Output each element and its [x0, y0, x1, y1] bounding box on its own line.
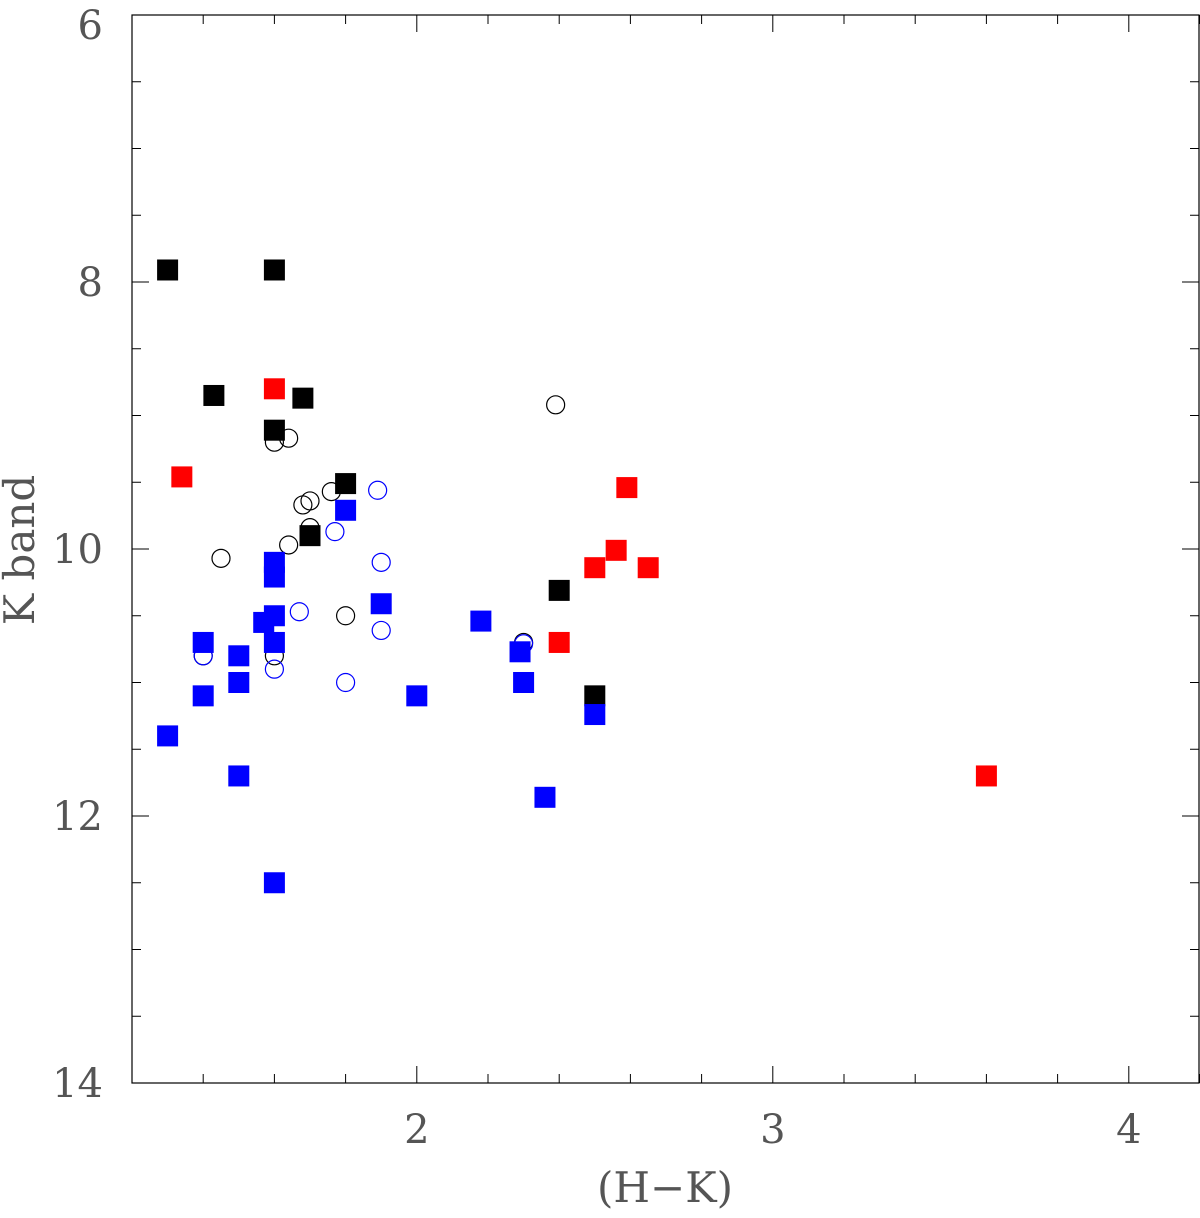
tick-labels: 2 3 4 6 8 10 12 14 [52, 3, 1141, 1153]
data-point-filled-square [509, 641, 531, 663]
x-tick-label: 4 [1116, 1107, 1141, 1153]
data-point-filled-square [263, 419, 285, 441]
data-point-filled-square [470, 610, 492, 632]
data-point-open-circle [336, 606, 356, 626]
y-tick-label: 12 [52, 794, 103, 840]
data-point-filled-square [253, 611, 275, 633]
data-point-filled-square [228, 672, 250, 693]
data-point-open-circle [368, 480, 388, 500]
data-point-filled-square [157, 259, 179, 281]
data-point-filled-square [605, 539, 627, 561]
data-point-filled-square [263, 566, 285, 588]
data-point-filled-square [192, 631, 214, 653]
plot-frame [131, 14, 1200, 1084]
x-tick-label: 3 [760, 1107, 785, 1153]
x-axis-title: (H−K) [597, 1163, 733, 1212]
y-tick-label: 10 [52, 527, 103, 573]
data-point-filled-square [292, 387, 314, 409]
data-point-filled-square [584, 685, 606, 707]
y-axis-title: K band [0, 475, 44, 626]
y-tick-label: 6 [78, 3, 103, 49]
data-point-filled-square [406, 685, 428, 707]
data-point-filled-square [263, 631, 285, 653]
data-point-filled-square [637, 557, 659, 579]
data-points [157, 259, 997, 894]
data-point-filled-square [263, 872, 285, 894]
data-point-open-circle [371, 552, 391, 572]
data-point-filled-square [370, 593, 392, 615]
data-point-filled-square [534, 786, 556, 808]
data-point-open-circle [264, 659, 284, 679]
data-point-filled-square [975, 765, 997, 787]
data-point-filled-square [203, 384, 225, 406]
y-tick-label: 14 [52, 1061, 103, 1107]
y-tick-label: 8 [78, 260, 103, 306]
data-point-filled-square [616, 477, 638, 499]
data-point-open-circle [371, 620, 391, 641]
data-point-open-circle [289, 602, 309, 622]
data-point-filled-square [171, 466, 193, 488]
data-point-filled-square [157, 725, 179, 747]
data-point-filled-square [335, 473, 357, 495]
data-point-open-circle [300, 491, 320, 511]
x-tick-label: 2 [404, 1107, 429, 1153]
data-point-filled-square [335, 499, 357, 521]
axis-ticks [131, 14, 1200, 1084]
data-point-filled-square [263, 378, 285, 400]
data-point-filled-square [584, 704, 606, 726]
data-point-filled-square [228, 765, 250, 787]
data-point-filled-square [299, 525, 321, 547]
data-point-filled-square [548, 631, 570, 653]
data-point-filled-square [584, 557, 606, 579]
data-point-filled-square [513, 672, 535, 693]
data-point-open-circle [211, 548, 231, 568]
plot-border [131, 14, 1200, 1084]
data-point-filled-square [548, 579, 570, 601]
data-point-open-circle [293, 495, 313, 515]
data-point-open-circle [325, 522, 345, 542]
data-point-open-circle [546, 395, 566, 415]
data-point-open-circle [279, 535, 299, 555]
data-point-filled-square [263, 259, 285, 281]
data-point-open-circle [336, 672, 356, 693]
data-point-filled-square [228, 645, 250, 667]
data-point-filled-square [192, 685, 214, 707]
